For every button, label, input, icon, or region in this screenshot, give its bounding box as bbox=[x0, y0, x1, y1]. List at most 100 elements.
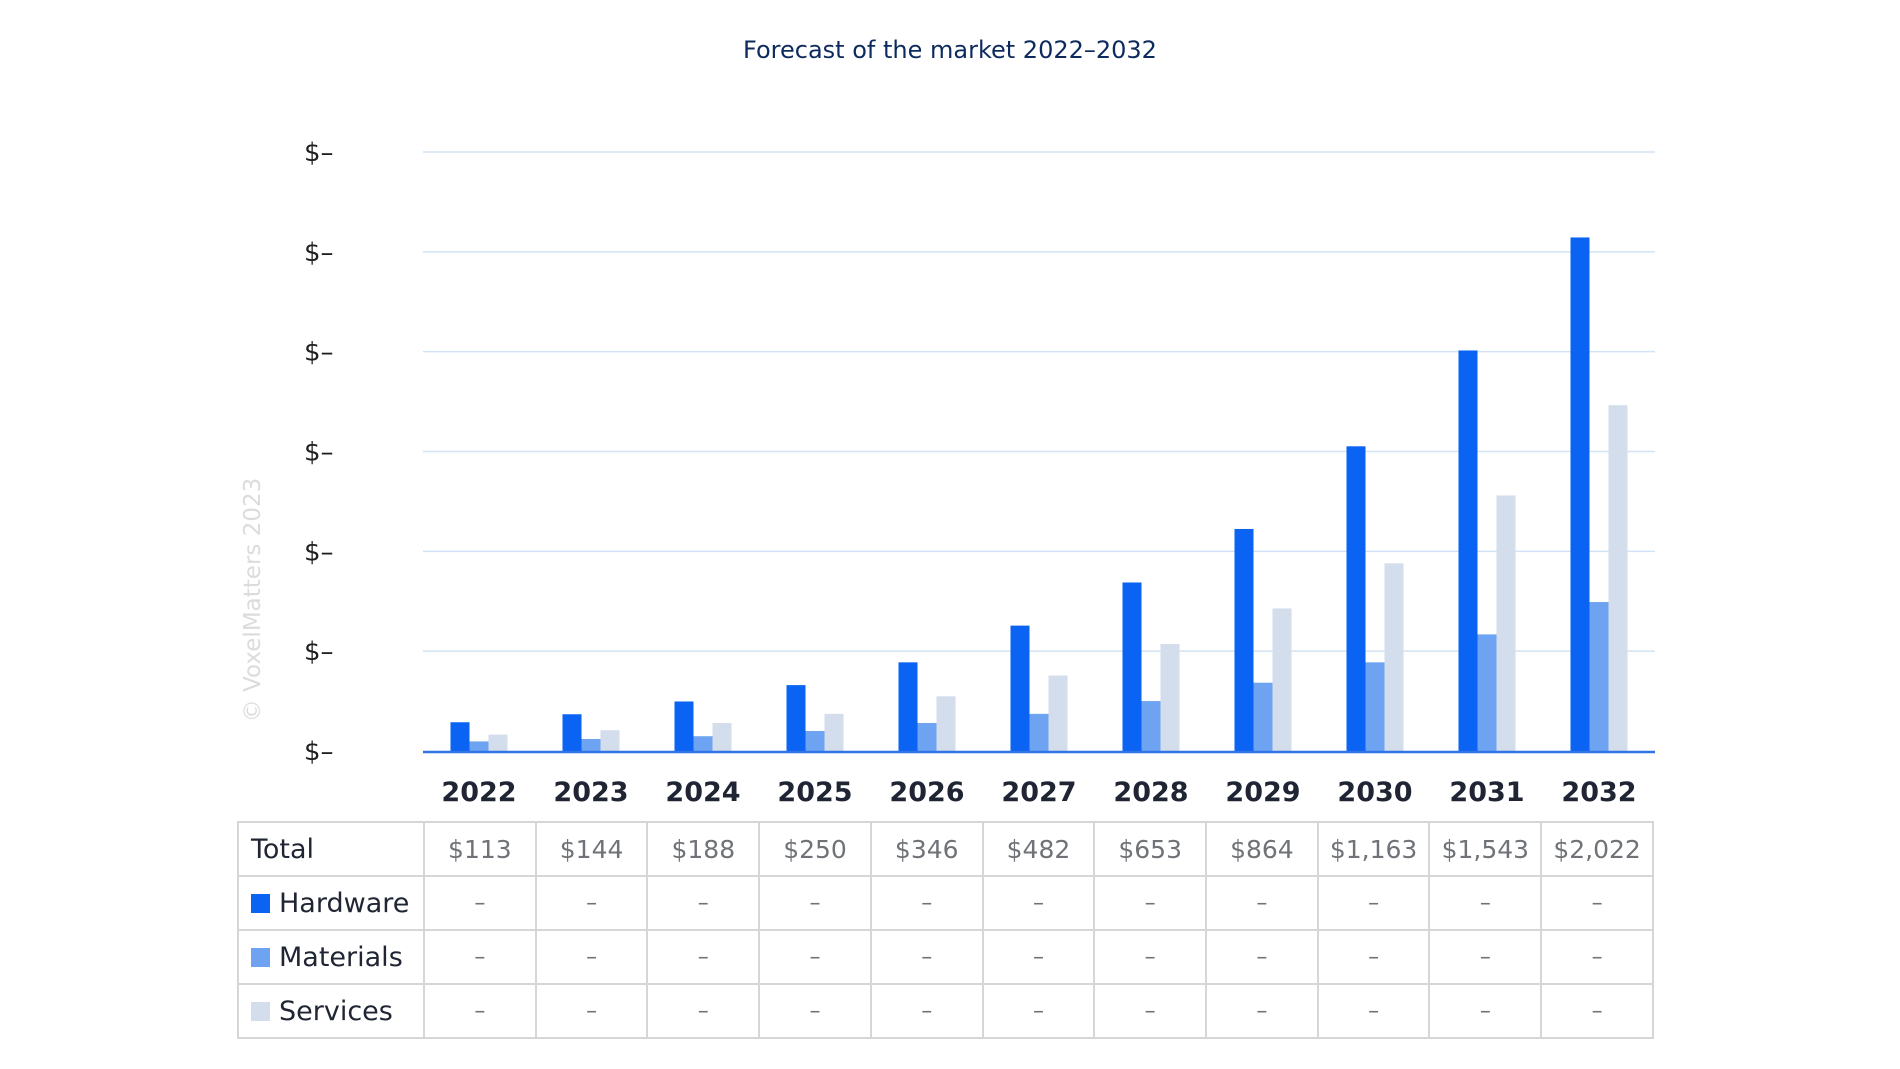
x-tick-label: 2022 bbox=[441, 777, 516, 808]
legend-label: Materials bbox=[279, 941, 403, 973]
series-value-cell: – bbox=[1205, 983, 1319, 1039]
bar-materials bbox=[693, 736, 713, 751]
series-value-cell: – bbox=[981, 875, 1096, 931]
legend-hardware: Hardware bbox=[237, 875, 425, 931]
bar-materials bbox=[469, 741, 489, 751]
series-value-cell: – bbox=[1428, 983, 1543, 1039]
total-value-cell: $2,022 bbox=[1540, 821, 1654, 877]
bar-materials bbox=[1477, 634, 1497, 751]
total-value-cell: $346 bbox=[869, 821, 984, 877]
bar-hardware bbox=[1570, 237, 1590, 751]
bar-hardware bbox=[1010, 625, 1030, 751]
series-value-cell: – bbox=[758, 875, 872, 931]
series-value-cell: – bbox=[758, 983, 872, 1039]
y-tick-label: $– bbox=[304, 238, 334, 268]
bar-hardware bbox=[562, 714, 582, 751]
series-value-cell: – bbox=[981, 983, 1096, 1039]
bar-services bbox=[1048, 675, 1068, 751]
x-tick-label: 2026 bbox=[889, 777, 964, 808]
series-value-cell: – bbox=[1205, 929, 1319, 985]
series-value-cell: – bbox=[534, 875, 649, 931]
bar-hardware bbox=[898, 662, 918, 751]
bar-hardware bbox=[1346, 446, 1366, 751]
total-value-cell: $1,543 bbox=[1428, 821, 1543, 877]
legend-label: Hardware bbox=[279, 887, 410, 919]
bar-services bbox=[712, 723, 732, 751]
total-value-cell: $1,163 bbox=[1316, 821, 1431, 877]
table-row: Hardware – – – – – – – – – – – bbox=[237, 875, 1654, 931]
legend-services: Services bbox=[237, 983, 425, 1039]
legend-swatch bbox=[251, 893, 270, 913]
total-value-cell: $482 bbox=[981, 821, 1096, 877]
bar-services bbox=[1608, 405, 1628, 751]
series-value-cell: – bbox=[981, 929, 1096, 985]
x-tick-label: 2023 bbox=[553, 777, 628, 808]
bar-hardware bbox=[786, 685, 806, 751]
series-value-cell: – bbox=[1205, 875, 1319, 931]
series-value-cell: – bbox=[534, 929, 649, 985]
series-value-cell: – bbox=[423, 983, 537, 1039]
series-value-cell: – bbox=[869, 929, 984, 985]
data-table: Total $113 $144 $188 $250 $346 $482 $653 $864 $1,… bbox=[237, 821, 1654, 1039]
y-tick-label: $– bbox=[304, 138, 334, 168]
series-value-cell: – bbox=[1093, 875, 1208, 931]
x-tick-label: 2031 bbox=[1449, 777, 1524, 808]
series-value-cell: – bbox=[1093, 983, 1208, 1039]
legend-swatch bbox=[251, 1001, 270, 1021]
total-value-cell: $653 bbox=[1093, 821, 1208, 877]
series-value-cell: – bbox=[646, 983, 761, 1039]
y-tick-label: $– bbox=[304, 737, 334, 767]
x-tick-label: 2024 bbox=[665, 777, 740, 808]
series-value-cell: – bbox=[1428, 875, 1543, 931]
y-tick-label: $– bbox=[304, 537, 334, 567]
series-value-cell: – bbox=[869, 875, 984, 931]
series-value-cell: – bbox=[1540, 983, 1654, 1039]
y-tick-label: $– bbox=[304, 338, 334, 368]
bar-hardware bbox=[1234, 528, 1254, 751]
bar-services bbox=[1272, 608, 1292, 751]
bar-hardware bbox=[1458, 350, 1478, 751]
series-value-cell: – bbox=[1316, 875, 1431, 931]
y-tick-label: $– bbox=[304, 637, 334, 667]
total-value-cell: $250 bbox=[758, 821, 872, 877]
series-value-cell: – bbox=[1540, 929, 1654, 985]
bar-materials bbox=[1029, 713, 1049, 751]
series-value-cell: – bbox=[1093, 929, 1208, 985]
series-value-cell: – bbox=[423, 929, 537, 985]
series-value-cell: – bbox=[1428, 929, 1543, 985]
series-value-cell: – bbox=[869, 983, 984, 1039]
legend-label: Services bbox=[279, 995, 393, 1027]
series-value-cell: – bbox=[646, 875, 761, 931]
bar-materials bbox=[581, 739, 601, 751]
bar-materials bbox=[917, 723, 937, 751]
total-value-cell: $188 bbox=[646, 821, 761, 877]
bar-services bbox=[1384, 563, 1404, 751]
bar-materials bbox=[1141, 701, 1161, 751]
bar-services bbox=[1160, 643, 1180, 751]
chart-title: Forecast of the market 2022–2032 bbox=[743, 36, 1157, 64]
series-value-cell: – bbox=[423, 875, 537, 931]
x-tick-label: 2030 bbox=[1337, 777, 1412, 808]
bar-hardware bbox=[1122, 582, 1142, 751]
series-value-cell: – bbox=[1316, 929, 1431, 985]
total-label: Total bbox=[237, 821, 425, 877]
table-row: Materials – – – – – – – – – – – bbox=[237, 929, 1654, 985]
series-value-cell: – bbox=[758, 929, 872, 985]
series-value-cell: – bbox=[1540, 875, 1654, 931]
bar-materials bbox=[1589, 602, 1609, 751]
bar-services bbox=[936, 696, 956, 751]
bar-services bbox=[488, 734, 508, 751]
bar-materials bbox=[1365, 662, 1385, 751]
series-value-cell: – bbox=[1316, 983, 1431, 1039]
table-row: Services – – – – – – – – – – – bbox=[237, 983, 1654, 1039]
x-tick-label: 2028 bbox=[1113, 777, 1188, 808]
bar-services bbox=[600, 730, 620, 751]
x-tick-label: 2027 bbox=[1001, 777, 1076, 808]
x-tick-label: 2029 bbox=[1225, 777, 1300, 808]
bar-services bbox=[824, 713, 844, 751]
series-value-cell: – bbox=[534, 983, 649, 1039]
y-tick-label: $– bbox=[304, 438, 334, 468]
bar-hardware bbox=[674, 701, 694, 751]
x-tick-label: 2025 bbox=[777, 777, 852, 808]
legend-swatch bbox=[251, 947, 270, 967]
